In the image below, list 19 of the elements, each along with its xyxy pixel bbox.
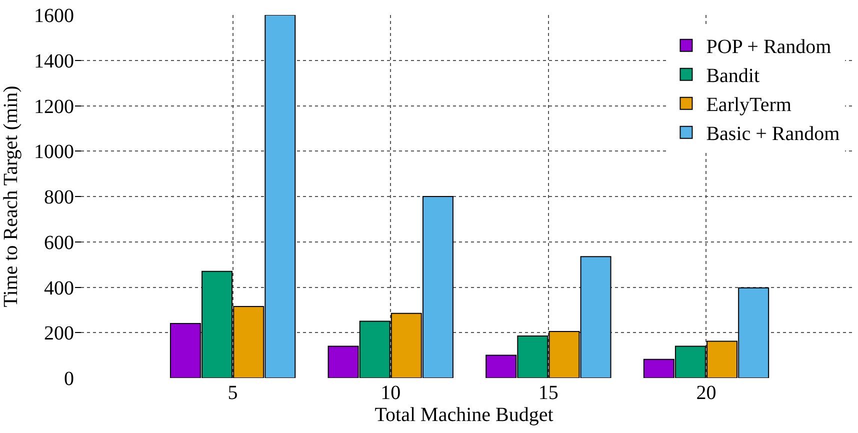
x-tick-label: 15 bbox=[538, 382, 558, 404]
y-tick-label: 800 bbox=[44, 186, 74, 208]
legend-label: EarlyTerm bbox=[706, 94, 792, 116]
y-tick-label: 1000 bbox=[34, 141, 74, 164]
y-tick-label: 600 bbox=[44, 232, 74, 254]
y-tick-label: 0 bbox=[64, 368, 74, 390]
x-tick-label: 10 bbox=[380, 382, 401, 404]
y-tick-label: 1600 bbox=[34, 5, 74, 27]
x-tick-label: 20 bbox=[696, 382, 716, 404]
y-tick-label: 1200 bbox=[34, 96, 74, 118]
legend-label: POP + Random bbox=[706, 36, 832, 58]
legend-label: Bandit bbox=[706, 65, 760, 88]
y-tick-label: 400 bbox=[44, 277, 74, 300]
y-tick-label: 200 bbox=[44, 322, 74, 345]
legend-label: Basic + Random bbox=[706, 123, 840, 146]
x-axis-title: Total Machine Budget bbox=[374, 404, 554, 426]
x-tick-label: 5 bbox=[228, 382, 238, 404]
y-tick-label: 1400 bbox=[34, 50, 74, 72]
y-axis-title: Time to Reach Target (min) bbox=[0, 86, 22, 308]
